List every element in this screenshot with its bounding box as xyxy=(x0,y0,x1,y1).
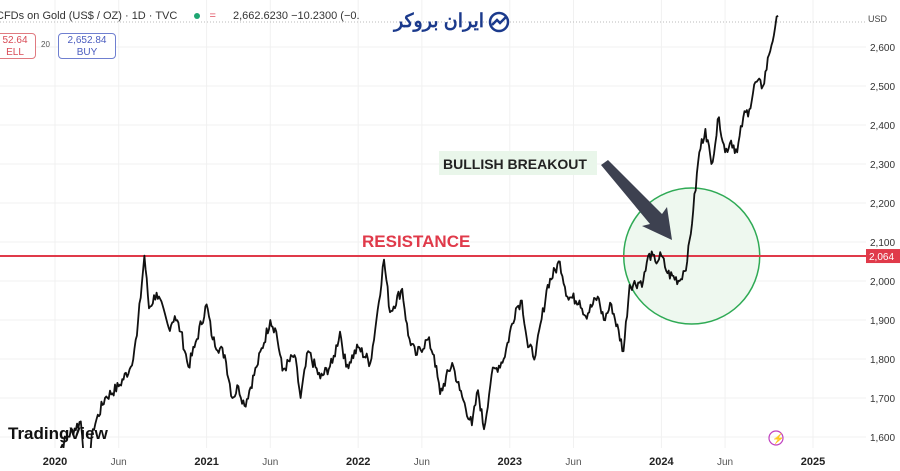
buy-label: BUY xyxy=(76,47,98,58)
sell-label: ELL xyxy=(6,47,24,58)
x-tick-label: Jun xyxy=(717,457,733,468)
symbol-title[interactable]: CFDs on Gold (US$ / OZ) · 1D · TVC xyxy=(0,10,178,22)
x-tick-label: 2022 xyxy=(346,456,370,468)
status-eq: = xyxy=(209,10,216,22)
market-open-icon xyxy=(194,13,201,19)
x-tick-label: Jun xyxy=(565,457,581,468)
symbol-header: CFDs on Gold (US$ / OZ) · 1D · TVC = 2,6… xyxy=(0,10,360,22)
resistance-price-tag-text: 2,064 xyxy=(869,252,894,263)
y-tick-label: 1,900 xyxy=(870,316,895,327)
x-tick-label: 2024 xyxy=(649,456,674,468)
breakout-label: BULLISH BREAKOUT xyxy=(443,156,587,172)
iranbroker-logo: ایران بروکر xyxy=(394,10,510,33)
trend-logo-icon xyxy=(488,11,510,32)
buy-button[interactable]: 2,652.84 BUY xyxy=(58,33,116,59)
y-tick-label: 2,200 xyxy=(870,199,895,210)
resistance-price-tag xyxy=(866,249,900,264)
y-tick-label: 2,100 xyxy=(870,238,895,249)
tradingview-logo[interactable]: TradingView xyxy=(8,424,108,443)
currency-label[interactable]: USD xyxy=(868,14,888,24)
x-tick-label: Jun xyxy=(262,457,278,468)
logo-text: ایران بروکر xyxy=(394,11,485,32)
y-tick-label: 2,400 xyxy=(870,121,895,132)
lightning-glyph: ⚡ xyxy=(772,432,784,445)
y-tick-label: 1,800 xyxy=(870,355,895,366)
x-tick-label: 2021 xyxy=(194,456,218,468)
y-tick-label: 2,500 xyxy=(870,82,895,93)
x-tick-label: 2023 xyxy=(498,456,522,468)
grid xyxy=(0,0,866,448)
x-tick-label: Jun xyxy=(414,457,430,468)
y-tick-label: 1,700 xyxy=(870,394,895,405)
lightning-icon[interactable] xyxy=(768,430,784,446)
y-axis-ticks: 1,600 1,700 1,800 1,900 2,000 2,100 2,200 2,300… xyxy=(870,43,895,444)
x-tick-label: 2020 xyxy=(43,456,67,468)
x-axis-ticks: 2020 Jun 2021 Jun 2022 Jun 2023 Jun 2024 Jun 2025 xyxy=(43,456,825,468)
y-tick-label: 2,600 xyxy=(870,43,895,54)
arrow-icon xyxy=(601,160,672,240)
y-tick-label: 2,000 xyxy=(870,277,895,288)
breakout-label-bg xyxy=(439,151,597,175)
resistance-label: RESISTANCE xyxy=(362,232,470,251)
buy-price: 2,652.84 xyxy=(67,35,107,46)
gold-price-line xyxy=(54,15,779,471)
price-axis[interactable] xyxy=(866,0,900,471)
time-axis[interactable] xyxy=(0,448,900,471)
x-tick-label: Jun xyxy=(111,457,127,468)
x-tick-label: 2025 xyxy=(801,456,825,468)
spread: 20 xyxy=(41,40,50,49)
y-tick-label: 1,600 xyxy=(870,433,895,444)
quote-text: 2,662.6230 −10.2300 (−0. xyxy=(232,10,360,22)
sell-price: 52.64 xyxy=(2,35,28,46)
sell-button[interactable]: 52.64 ELL xyxy=(0,33,36,59)
y-tick-label: 2,300 xyxy=(870,160,895,171)
